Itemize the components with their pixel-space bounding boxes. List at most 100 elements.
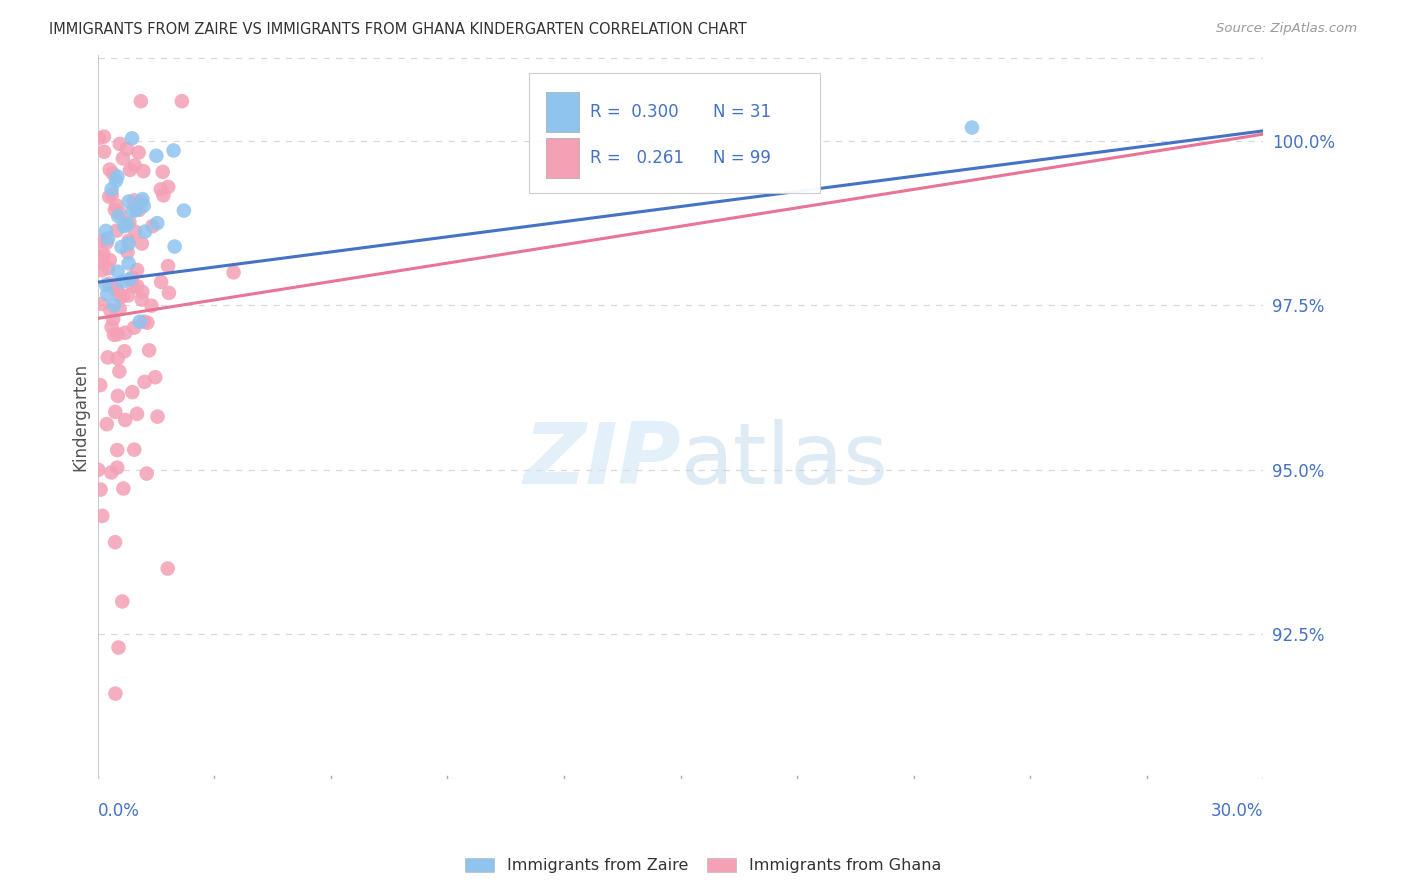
Point — [132, 164, 155, 178]
Point — [103, 298, 125, 312]
Point — [107, 327, 129, 342]
Point — [128, 145, 150, 160]
Point — [121, 131, 143, 145]
Point — [100, 466, 122, 480]
Point — [107, 284, 129, 298]
Point — [128, 202, 150, 217]
Point — [108, 206, 131, 220]
Point — [107, 389, 129, 403]
Point — [117, 245, 139, 260]
Point — [124, 158, 146, 172]
Point — [163, 239, 186, 253]
Point — [114, 344, 136, 359]
Point — [94, 224, 117, 238]
Point — [105, 224, 128, 238]
Point — [157, 285, 180, 300]
Point — [146, 216, 169, 230]
Point — [96, 417, 118, 432]
Point — [93, 145, 115, 159]
Point — [112, 482, 135, 496]
Y-axis label: Kindergarten: Kindergarten — [72, 363, 89, 471]
Point — [135, 467, 157, 481]
Point — [105, 169, 128, 184]
Legend: Immigrants from Zaire, Immigrants from Ghana: Immigrants from Zaire, Immigrants from G… — [458, 851, 948, 880]
Point — [118, 215, 141, 229]
Point — [134, 225, 156, 239]
Point — [89, 483, 111, 497]
Point — [103, 312, 125, 326]
Text: ZIP: ZIP — [523, 419, 681, 502]
Point — [222, 265, 245, 279]
Point — [105, 460, 128, 475]
Point — [100, 303, 122, 318]
Point — [125, 407, 148, 421]
Point — [157, 259, 180, 273]
Point — [960, 120, 983, 135]
Text: Source: ZipAtlas.com: Source: ZipAtlas.com — [1216, 22, 1357, 36]
Point — [138, 343, 160, 358]
FancyBboxPatch shape — [547, 138, 579, 178]
Text: 30.0%: 30.0% — [1211, 802, 1264, 821]
Point — [111, 152, 134, 166]
Point — [122, 194, 145, 208]
Point — [114, 326, 136, 340]
Point — [107, 640, 129, 655]
Point — [128, 315, 150, 329]
Point — [96, 235, 118, 250]
Point — [115, 142, 138, 156]
Point — [90, 297, 112, 311]
Point — [90, 263, 112, 277]
Point — [104, 202, 127, 217]
Point — [124, 225, 146, 239]
Point — [104, 535, 127, 549]
Point — [131, 293, 153, 307]
Point — [100, 182, 122, 196]
Point — [127, 279, 149, 293]
Point — [90, 234, 112, 248]
Point — [145, 149, 167, 163]
Point — [118, 272, 141, 286]
Point — [103, 327, 125, 342]
Point — [108, 301, 131, 316]
Point — [111, 275, 134, 289]
Point — [114, 413, 136, 427]
Point — [152, 165, 174, 179]
Point — [107, 351, 129, 366]
Point — [112, 219, 135, 234]
Point — [125, 202, 148, 217]
Point — [156, 561, 179, 575]
Point — [91, 250, 114, 264]
Point — [98, 189, 121, 203]
Point — [152, 188, 174, 202]
Point — [93, 129, 115, 144]
Point — [131, 195, 153, 210]
Text: R =   0.261: R = 0.261 — [589, 149, 683, 167]
Point — [89, 378, 111, 392]
Point — [127, 263, 149, 277]
Point — [104, 687, 127, 701]
Point — [87, 255, 110, 269]
Point — [121, 385, 143, 400]
Point — [97, 232, 120, 246]
Point — [141, 219, 163, 234]
Text: N = 99: N = 99 — [713, 149, 770, 167]
FancyBboxPatch shape — [547, 92, 579, 131]
Point — [131, 236, 153, 251]
Point — [150, 275, 173, 289]
Point — [129, 94, 152, 108]
Point — [131, 192, 153, 206]
Point — [141, 299, 163, 313]
Point — [170, 94, 193, 108]
Point — [122, 320, 145, 334]
Point — [136, 316, 159, 330]
Point — [87, 131, 110, 145]
Point — [122, 279, 145, 293]
Point — [134, 375, 156, 389]
Point — [162, 144, 184, 158]
Point — [122, 442, 145, 457]
Point — [120, 162, 142, 177]
Point — [173, 203, 195, 218]
Point — [110, 240, 132, 254]
Text: N = 31: N = 31 — [713, 103, 772, 120]
Text: IMMIGRANTS FROM ZAIRE VS IMMIGRANTS FROM GHANA KINDERGARTEN CORRELATION CHART: IMMIGRANTS FROM ZAIRE VS IMMIGRANTS FROM… — [49, 22, 747, 37]
